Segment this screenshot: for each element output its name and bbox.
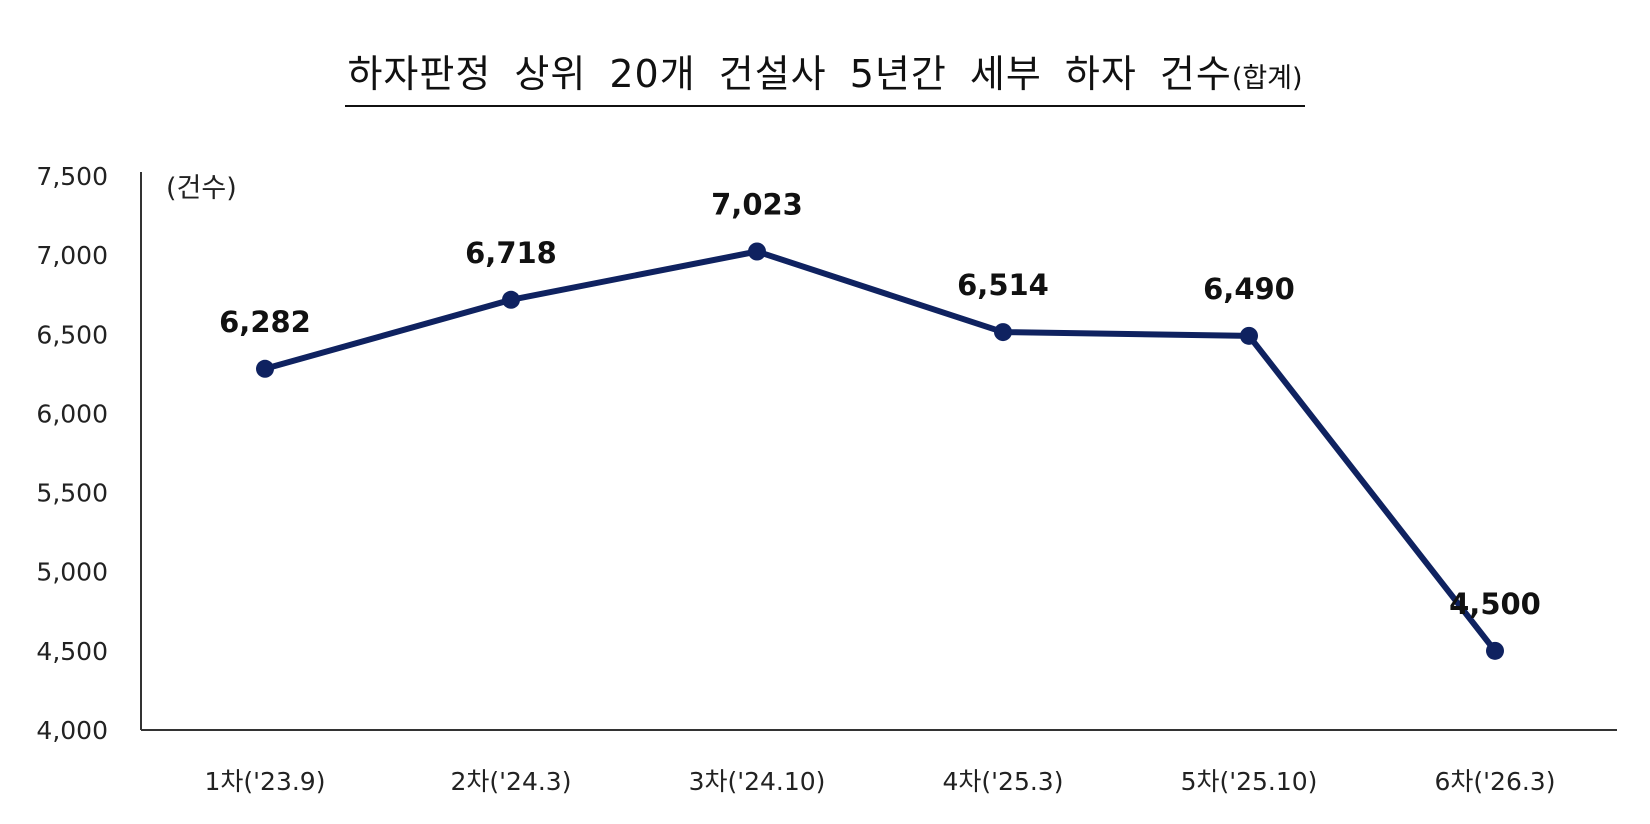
data-point — [1240, 326, 1258, 345]
chart-title: 하자판정 상위 20개 건설사 5년간 세부 하자 건수(합계) — [345, 52, 1305, 107]
y-tick-label: 7,500 — [36, 162, 108, 191]
x-tick-label: 1차('23.9) — [205, 767, 326, 796]
y-tick-labels: 4,000 4,500 5,000 5,500 6,000 6,500 7,000 7,500 — [36, 162, 108, 745]
data-label: 6,718 — [465, 236, 557, 270]
x-tick-labels: 1차('23.9) 2차('24.3) 3차('24.10) 4차('25.3) 5차(… — [205, 767, 1556, 796]
data-point — [748, 242, 766, 261]
y-axis-unit-label: (건수) — [166, 173, 237, 204]
x-tick-label: 6차('26.3) — [1435, 767, 1556, 796]
series-line — [262, 248, 1498, 654]
y-tick-label: 4,000 — [36, 716, 108, 745]
x-tick-label: 3차('24.10) — [689, 767, 826, 796]
data-label: 7,023 — [711, 188, 803, 222]
y-tick-label: 5,000 — [36, 558, 108, 587]
data-label: 6,514 — [957, 268, 1049, 302]
y-tick-label: 6,500 — [36, 320, 108, 349]
data-point — [256, 359, 274, 378]
data-label: 6,282 — [219, 305, 311, 339]
data-point — [994, 323, 1012, 342]
data-label: 4,500 — [1449, 587, 1541, 621]
chart-title-block: 하자판정 상위 20개 건설사 5년간 세부 하자 건수(합계) — [0, 52, 1650, 107]
data-point — [502, 290, 520, 309]
y-tick-label: 4,500 — [36, 637, 108, 666]
chart-title-text: 하자판정 상위 20개 건설사 5년간 세부 하자 건수 — [347, 52, 1232, 96]
chart-title-suffix: (합계) — [1231, 63, 1303, 94]
data-points — [256, 242, 1504, 660]
y-tick-label: 7,000 — [36, 241, 108, 270]
series-line-group — [262, 248, 1498, 654]
data-point — [1486, 641, 1504, 660]
data-labels: 6,282 6,718 7,023 6,514 6,490 4,500 — [219, 188, 1541, 621]
y-tick-label: 6,000 — [36, 399, 108, 428]
y-tick-label: 5,500 — [36, 479, 108, 508]
x-tick-label: 4차('25.3) — [943, 767, 1064, 796]
data-label: 6,490 — [1203, 272, 1295, 306]
x-tick-label: 2차('24.3) — [451, 767, 572, 796]
x-tick-label: 5차('25.10) — [1181, 767, 1318, 796]
axes — [140, 172, 1617, 731]
